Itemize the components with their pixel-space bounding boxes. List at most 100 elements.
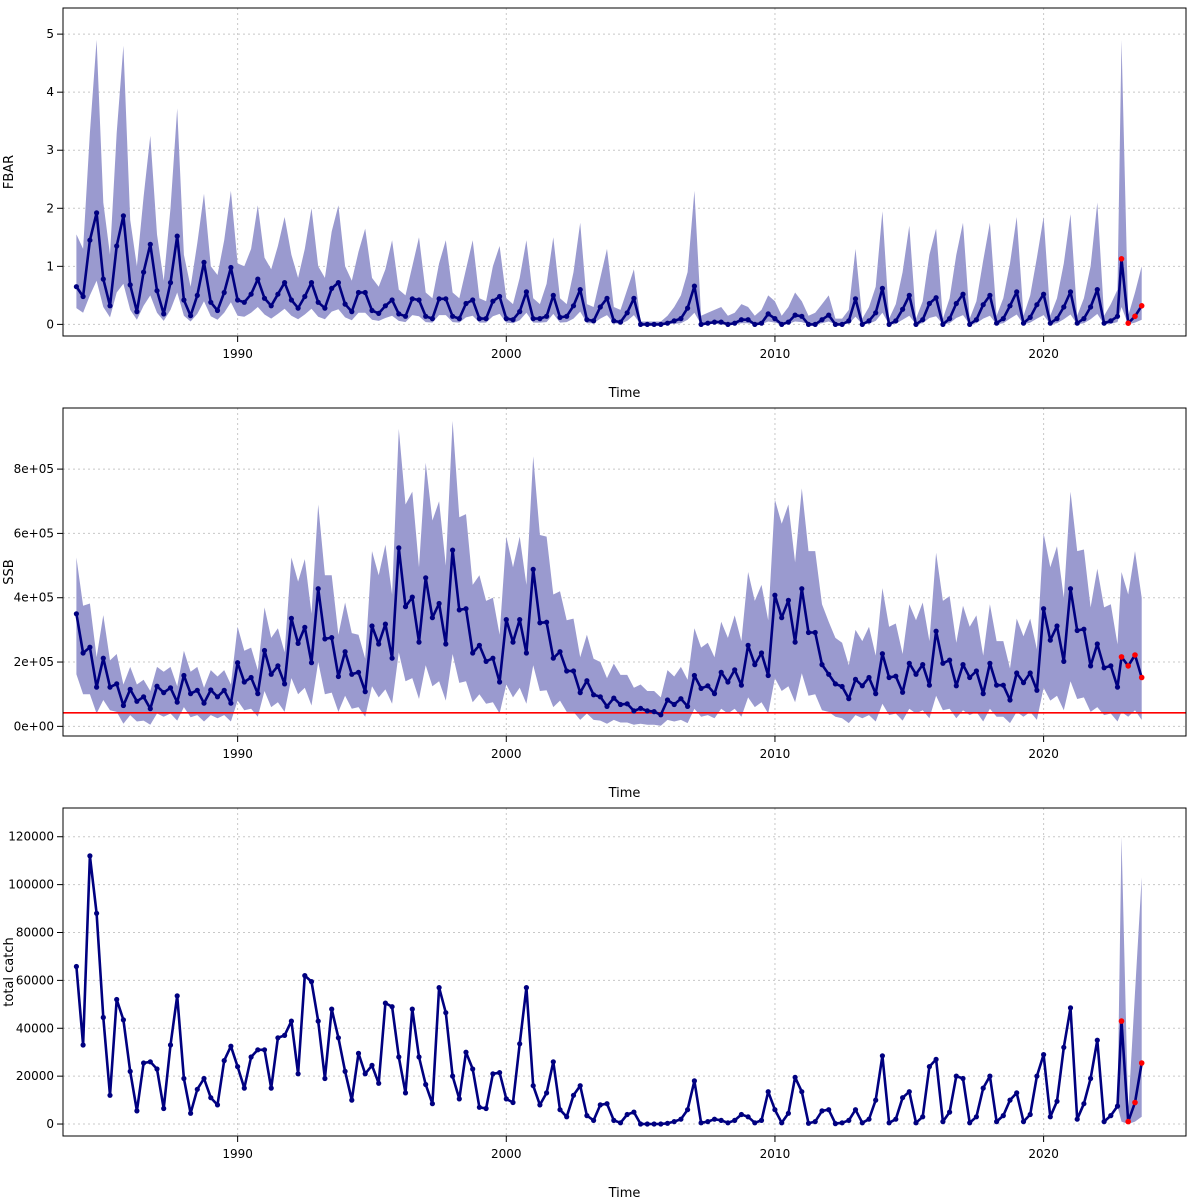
ssb-data-point: [1000, 682, 1006, 688]
fbar-data-point: [664, 320, 671, 326]
catch-data-point: [664, 1120, 671, 1126]
catch-data-point: [711, 1116, 718, 1122]
fbar-data-point: [114, 243, 120, 249]
ssb-data-point: [268, 671, 274, 677]
ssb-y-tick-label: 0e+00: [14, 719, 54, 733]
fbar-y-tick-label: 3: [46, 143, 54, 157]
chart-catch: 1990 2000 2010 2020 0 20000 40000 60000 80000 100…: [2, 807, 1187, 1200]
fbar-data-point: [604, 295, 610, 301]
catch-data-point: [120, 1017, 126, 1023]
fbar-y-tick-label: 4: [46, 85, 54, 99]
catch-data-point: [1054, 1098, 1060, 1104]
ssb-data-point: [846, 696, 852, 702]
ssb-data-point: [503, 617, 509, 623]
ssb-x-tick-label: 2020: [1028, 747, 1059, 761]
ssb-projection-point: [1138, 674, 1145, 681]
fbar-data-point: [953, 300, 959, 307]
ssb-data-point: [604, 703, 610, 710]
ssb-data-point: [987, 660, 993, 666]
fbar-data-point: [772, 316, 778, 322]
catch-plot-frame: [62, 807, 1187, 1137]
ssb-data-point: [80, 650, 86, 656]
ssb-data-point: [866, 674, 872, 681]
fbar-x-tick-label: 2020: [1028, 347, 1059, 361]
fbar-data-point: [839, 321, 845, 327]
fbar-data-point: [591, 318, 597, 324]
ssb-data-point: [510, 639, 516, 645]
ssb-y-tick-label: 6e+05: [14, 526, 54, 540]
catch-data-point: [584, 1113, 590, 1119]
catch-data-point: [167, 1042, 174, 1048]
catch-data-point: [765, 1089, 771, 1095]
fbar-data-point: [342, 301, 348, 307]
catch-data-point: [900, 1095, 906, 1101]
ssb-data-point: [302, 624, 308, 630]
fbar-data-point: [570, 303, 577, 309]
catch-data-point: [1027, 1111, 1033, 1118]
ssb-series-line: [75, 546, 1143, 717]
catch-data-point: [228, 1043, 234, 1049]
ssb-data-point: [94, 684, 100, 690]
fbar-data-point: [490, 298, 496, 304]
fbar-data-point: [1101, 320, 1107, 326]
catch-data-point: [839, 1120, 845, 1126]
ssb-data-point: [530, 566, 536, 573]
fbar-data-point: [530, 316, 536, 322]
catch-data-point: [181, 1075, 187, 1082]
ssb-data-point: [241, 679, 247, 685]
catch-data-point: [443, 1010, 449, 1016]
catch-data-point: [651, 1121, 657, 1127]
ssb-data-point: [584, 678, 590, 684]
ssb-data-point: [819, 662, 825, 668]
catch-data-point: [329, 1006, 335, 1012]
fbar-data-point: [161, 311, 167, 317]
fbar-data-point: [1108, 318, 1114, 324]
fbar-y-tick-label: 0: [46, 317, 54, 331]
ssb-data-point: [564, 668, 570, 674]
fbar-data-point: [80, 293, 86, 300]
fbar-data-point: [315, 299, 321, 305]
catch-data-point: [322, 1075, 328, 1082]
ssb-data-point: [1114, 684, 1121, 690]
ssb-data-point: [201, 700, 207, 706]
ssb-data-point: [1074, 627, 1080, 634]
fbar-data-point: [564, 313, 570, 319]
catch-data-point: [295, 1071, 301, 1077]
fbar-x-tick-label: 1990: [222, 347, 253, 361]
catch-data-point: [1041, 1052, 1047, 1058]
catch-data-point: [342, 1068, 348, 1074]
fbar-projection-point: [1118, 255, 1125, 262]
catch-data-point: [967, 1120, 973, 1126]
ssb-y-tick-label: 8e+05: [14, 462, 54, 476]
catch-data-point: [409, 1006, 415, 1012]
catch-data-point: [1061, 1044, 1067, 1050]
catch-data-point: [355, 1050, 362, 1056]
fbar-data-point: [456, 316, 462, 322]
fbar-data-point: [752, 321, 758, 327]
catch-data-point: [947, 1109, 953, 1115]
ssb-data-point: [295, 640, 301, 647]
fbar-data-point: [423, 313, 429, 319]
catch-data-point: [832, 1121, 839, 1127]
fbar-data-point: [678, 316, 684, 322]
ssb-data-point: [1094, 641, 1100, 647]
ssb-data-point: [127, 686, 133, 693]
ssb-data-point: [335, 673, 341, 680]
catch-data-point: [597, 1102, 603, 1108]
catch-data-point: [745, 1114, 751, 1120]
catch-data-point: [423, 1081, 429, 1088]
ssb-data-point: [107, 684, 113, 690]
ssb-y-tick-label: 4e+05: [14, 591, 54, 605]
ssb-y-tick-label: 2e+05: [14, 655, 54, 669]
ssb-data-point: [248, 674, 254, 681]
fbar-data-point: [100, 276, 106, 282]
catch-data-point: [799, 1089, 805, 1095]
fbar-data-point: [1027, 314, 1033, 320]
ssb-data-point: [1061, 658, 1067, 665]
ssb-data-point: [342, 649, 348, 655]
ssb-data-point: [120, 702, 126, 709]
fbar-data-point: [1061, 304, 1067, 310]
catch-data-point: [1088, 1075, 1094, 1082]
catch-y-axis-label: total catch: [2, 937, 17, 1006]
catch-data-point: [275, 1035, 281, 1041]
